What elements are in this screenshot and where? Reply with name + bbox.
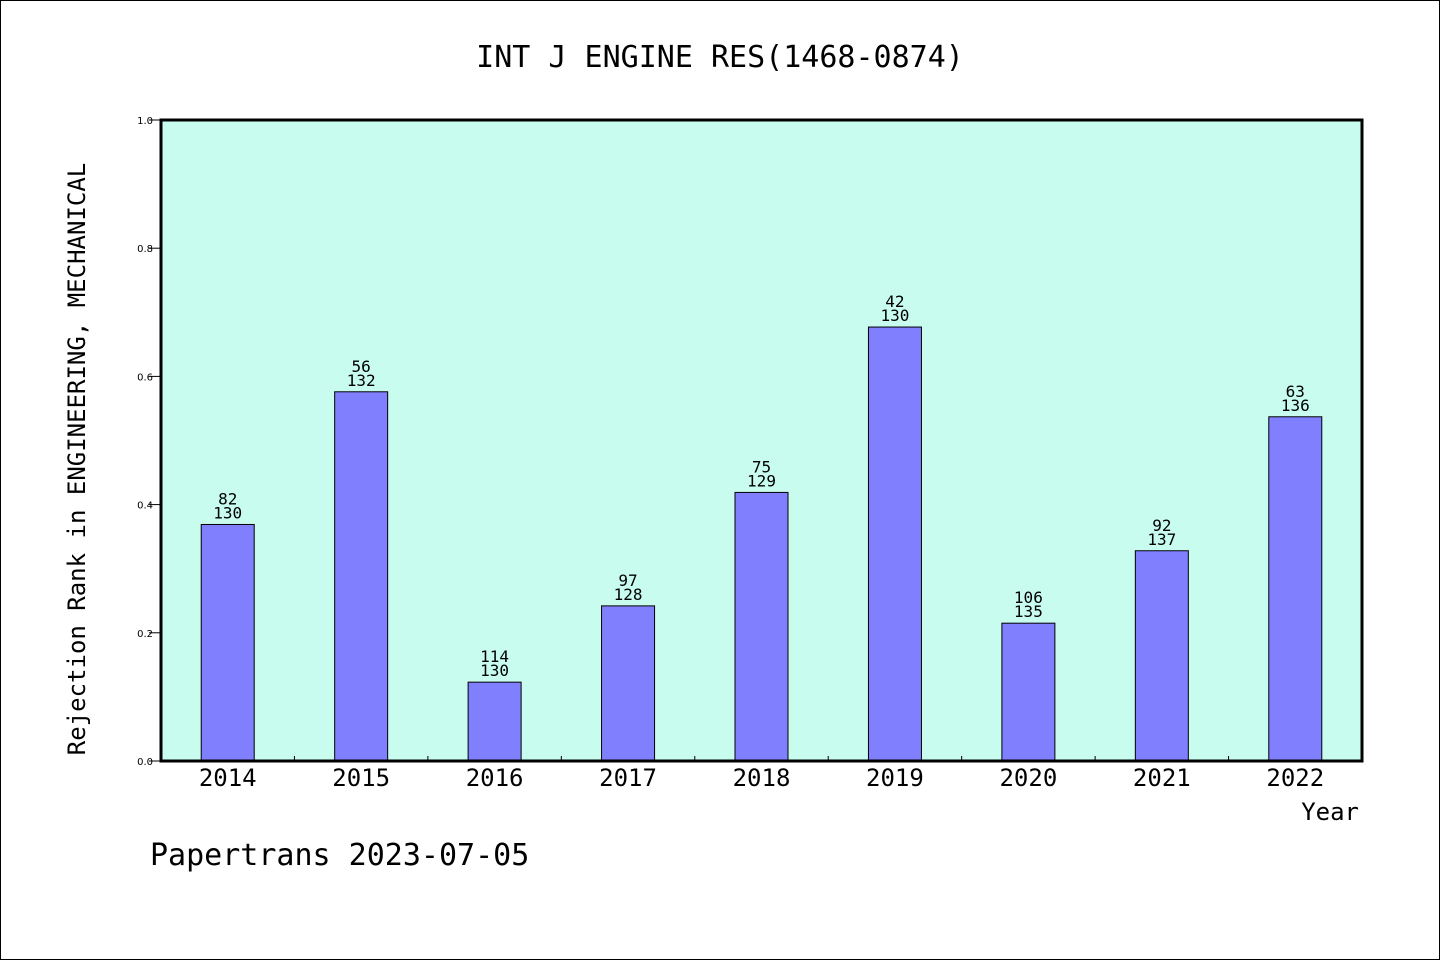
x-tick-label: 2017 [599, 764, 657, 792]
bar-2020 [1001, 622, 1056, 762]
bar-label-total: 132 [347, 371, 376, 390]
bar-2016 [467, 681, 522, 762]
bar-label-rank: 92 [1152, 516, 1171, 535]
bar-label-total: 130 [213, 503, 242, 522]
bar-2018 [734, 491, 789, 762]
x-tick-label: 2019 [866, 764, 924, 792]
x-tick-label: 2020 [999, 764, 1057, 792]
bar-label-rank: 114 [480, 647, 509, 666]
bars-layer: 8213056132114130971287512942130106135921… [200, 292, 1323, 762]
y-tick-label: 0.6 [137, 372, 153, 383]
bar-label-rank: 63 [1286, 382, 1305, 401]
x-tick-label: 2014 [199, 764, 257, 792]
bar-label-total: 129 [747, 471, 776, 490]
bar-label-rank: 75 [752, 457, 771, 476]
y-tick-label: 0.4 [137, 501, 153, 512]
bar-label-rank: 56 [352, 357, 371, 376]
bar-label-total: 128 [614, 585, 643, 604]
x-tick-label: 2022 [1266, 764, 1324, 792]
bar-label-rank: 97 [618, 571, 637, 590]
y-tick-label: 0.8 [137, 244, 153, 255]
bar-label-total: 135 [1014, 602, 1043, 621]
bar-label-rank: 82 [218, 489, 237, 508]
y-tick-label: 0.2 [137, 629, 153, 640]
bar-2022 [1268, 416, 1323, 762]
ticks-layer: 2014 2015 2016 2017 2018 2019 2020 2021 2022 0.0 0… [137, 116, 1324, 792]
x-tick-label: 2016 [466, 764, 524, 792]
bar-label-rank: 106 [1014, 588, 1043, 607]
x-tick-label: 2015 [332, 764, 390, 792]
y-tick-label: 1.0 [137, 116, 153, 127]
chart-title: INT J ENGINE RES(1468-0874) [476, 40, 964, 75]
bar-2019 [867, 326, 922, 762]
bar-label-total: 130 [880, 306, 909, 325]
bar-label-total: 130 [480, 661, 509, 680]
y-tick-label: 0.0 [137, 757, 153, 768]
bar-label-total: 137 [1147, 530, 1176, 549]
bar-2014 [200, 523, 255, 762]
bar-2015 [334, 391, 389, 762]
x-tick-label: 2018 [733, 764, 791, 792]
plot-border [159, 118, 1364, 763]
footer-text: Papertrans 2023-07-05 [150, 838, 529, 873]
x-axis-label: Year [1301, 798, 1359, 826]
bar-label-total: 136 [1281, 396, 1310, 415]
bar-2017 [601, 605, 656, 762]
bar-label-rank: 42 [885, 292, 904, 311]
bar-2021 [1134, 550, 1189, 762]
y-axis-label: Rejection Rank in ENGINEERING, MECHANICA… [63, 163, 91, 755]
x-tick-label: 2021 [1133, 764, 1191, 792]
